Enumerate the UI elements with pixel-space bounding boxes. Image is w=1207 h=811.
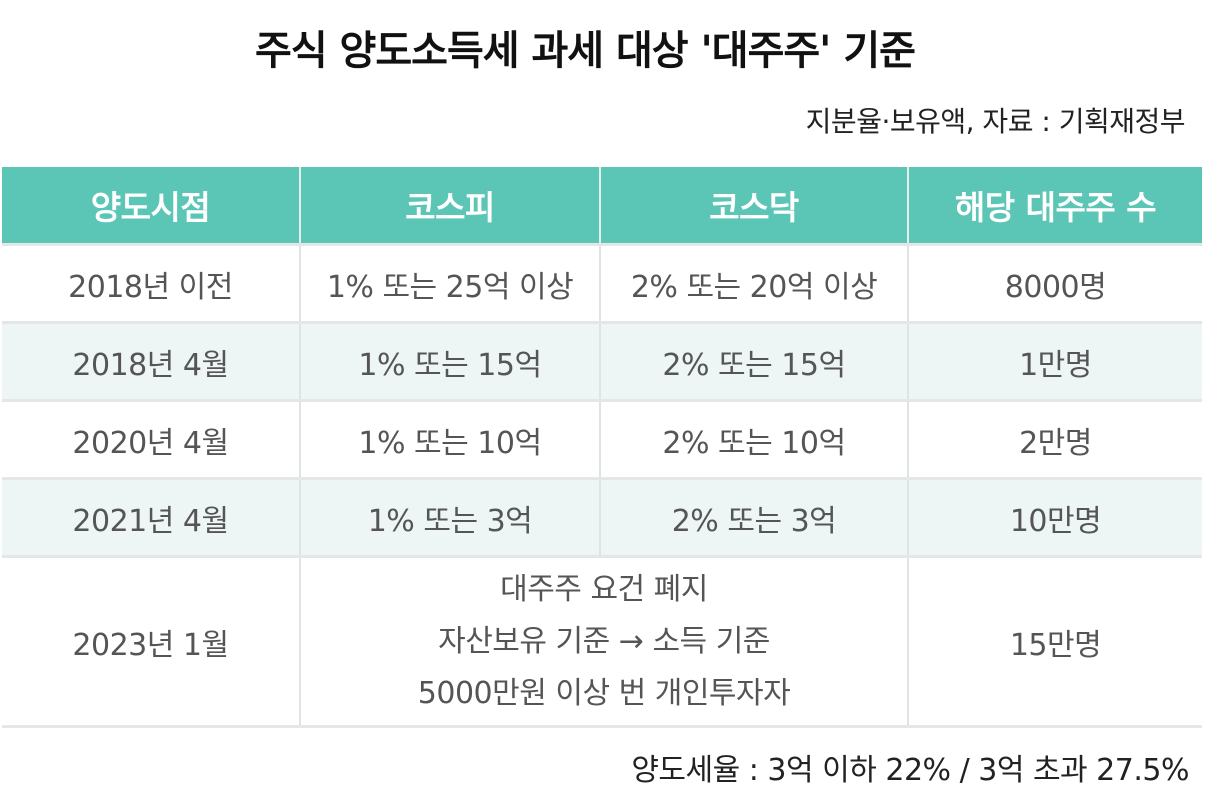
cell-kospi: 1% 또는 10억 (300, 400, 601, 480)
criteria-table: 양도시점 코스피 코스닥 해당 대주주 수 2018년 이전 1% 또는 25억… (2, 167, 1202, 728)
page-title: 주식 양도소득세 과세 대상 '대주주' 기준 (255, 28, 916, 74)
tax-rate-note: 양도세율 : 3억 이하 22% / 3억 초과 27.5% (631, 753, 1189, 788)
table-row: 2018년 4월 1% 또는 15억 2% 또는 15억 1만명 (2, 322, 1202, 402)
cell-kosdaq: 2% 또는 15억 (600, 322, 909, 402)
header-shareholder-count: 해당 대주주 수 (908, 167, 1202, 246)
table-row: 2020년 4월 1% 또는 10억 2% 또는 10억 2만명 (2, 400, 1202, 480)
header-kospi: 코스피 (300, 167, 601, 246)
table-row: 2021년 4월 1% 또는 3억 2% 또는 3억 10만명 (2, 478, 1202, 558)
merged-line: 대주주 요건 폐지 (500, 571, 708, 607)
table-header-row: 양도시점 코스피 코스닥 해당 대주주 수 (2, 167, 1202, 246)
cell-date: 2018년 4월 (2, 322, 301, 402)
cell-count: 2만명 (908, 400, 1202, 480)
table-row: 2018년 이전 1% 또는 25억 이상 2% 또는 20억 이상 8000명 (2, 244, 1202, 324)
criteria-table-container: 양도시점 코스피 코스닥 해당 대주주 수 2018년 이전 1% 또는 25억… (2, 167, 1202, 728)
header-transfer-date: 양도시점 (2, 167, 301, 246)
merged-line: 5000만원 이상 번 개인투자자 (417, 675, 791, 711)
cell-kospi: 1% 또는 3억 (300, 478, 601, 558)
cell-kosdaq: 2% 또는 10억 (600, 400, 909, 480)
source-note: 지분율·보유액, 자료 : 기획재정부 (805, 105, 1186, 138)
cell-date: 2023년 1월 (2, 556, 301, 728)
cell-count: 8000명 (908, 244, 1202, 324)
header-kosdaq: 코스닥 (600, 167, 909, 246)
cell-count: 1만명 (908, 322, 1202, 402)
cell-kosdaq: 2% 또는 3억 (600, 478, 909, 558)
cell-merged-criteria: 대주주 요건 폐지 자산보유 기준 → 소득 기준 5000만원 이상 번 개인… (300, 556, 909, 728)
cell-date: 2020년 4월 (2, 400, 301, 480)
cell-count: 10만명 (908, 478, 1202, 558)
cell-kosdaq: 2% 또는 20억 이상 (600, 244, 909, 324)
cell-date: 2021년 4월 (2, 478, 301, 558)
cell-count: 15만명 (908, 556, 1202, 728)
cell-kospi: 1% 또는 25억 이상 (300, 244, 601, 324)
merged-line: 자산보유 기준 → 소득 기준 (438, 623, 770, 659)
cell-kospi: 1% 또는 15억 (300, 322, 601, 402)
table-row: 2023년 1월 대주주 요건 폐지 자산보유 기준 → 소득 기준 5000만… (2, 556, 1202, 728)
cell-date: 2018년 이전 (2, 244, 301, 324)
